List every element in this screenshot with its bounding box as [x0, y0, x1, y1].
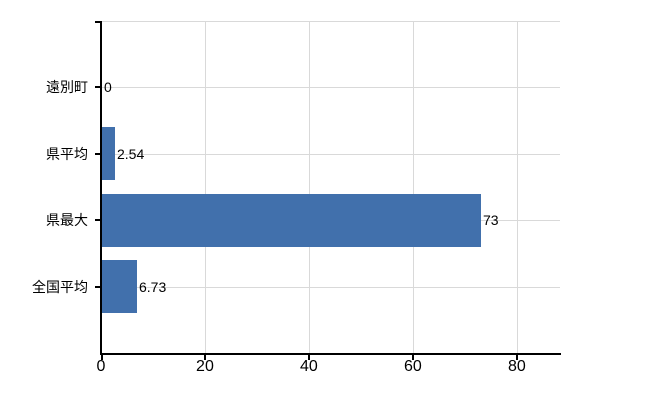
x-gridline [412, 21, 414, 353]
y-tick-mark [95, 21, 101, 23]
y-tick-mark [95, 286, 101, 288]
y-tick-mark [95, 219, 101, 221]
x-tick-mark [203, 355, 206, 360]
x-gridline [204, 21, 206, 353]
x-axis-line [100, 353, 561, 355]
category-tick-label: 遠別町 [46, 79, 88, 95]
x-tick-mark [411, 355, 414, 360]
y-gridline [101, 154, 560, 155]
x-tick-label: 60 [403, 358, 422, 375]
plot-top-border [101, 21, 560, 22]
y-gridline [101, 87, 560, 88]
category-tick-label: 県最大 [46, 212, 88, 228]
bar [102, 194, 481, 247]
plot-area: 0 2.54 73 6.73 [101, 21, 560, 353]
x-tick-label: 40 [300, 358, 318, 375]
bar-value-label: 73 [483, 212, 499, 228]
y-tick-mark [95, 153, 101, 155]
bar-value-label: 2.54 [117, 146, 145, 162]
x-tick-mark [307, 355, 310, 360]
x-gridline [516, 21, 518, 353]
category-tick-label: 県平均 [46, 146, 88, 162]
category-tick-label: 全国平均 [32, 279, 88, 295]
x-tick-mark [101, 355, 103, 360]
y-tick-mark [95, 86, 101, 88]
x-tick-label: 20 [196, 358, 214, 375]
bar-value-label: 6.73 [139, 279, 167, 295]
x-tick-label: 80 [507, 358, 526, 375]
y-axis-line [100, 21, 102, 355]
x-gridline [308, 21, 310, 353]
x-tick-label: 0 [96, 358, 106, 375]
y-gridline [101, 287, 560, 288]
x-tick-mark [515, 355, 518, 360]
bar [102, 260, 137, 313]
bar [102, 127, 115, 180]
bar-value-label: 0 [104, 79, 112, 95]
